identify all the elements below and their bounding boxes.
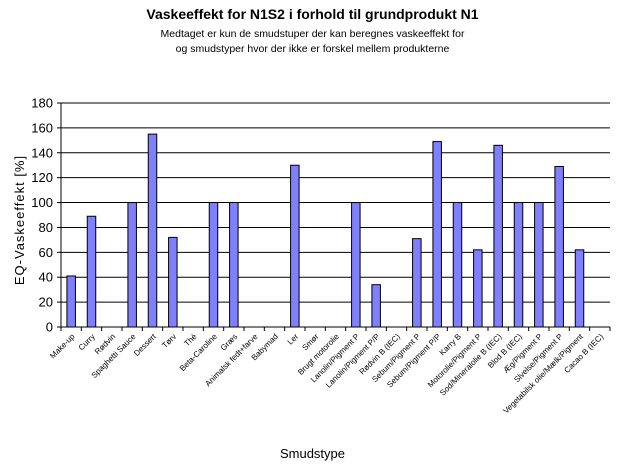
y-tick-label: 160: [31, 120, 53, 135]
y-tick-label: 80: [39, 220, 53, 235]
bar: [351, 202, 361, 328]
x-axis-title: Smudstype: [279, 446, 346, 461]
bar: [168, 236, 178, 328]
y-tick-label: 60: [39, 245, 53, 260]
bar: [66, 275, 76, 328]
y-tick-label: 20: [39, 295, 53, 310]
y-tick-label: 140: [31, 145, 53, 160]
bar: [371, 284, 381, 328]
bar: [412, 238, 422, 328]
chart-subtitle-line-1: Medtaget er kun de smudstuper der kan be…: [160, 28, 465, 40]
bar: [208, 202, 219, 328]
bar: [86, 215, 97, 328]
y-axis-title: EQ-Vaskeeffekt [%]: [12, 154, 27, 286]
x-tick-label: Ler: [286, 332, 301, 347]
chart-title: Vaskeeffekt for N1S2 i forhold til grund…: [146, 6, 479, 22]
y-tick-label: 180: [31, 96, 53, 111]
bar: [147, 133, 158, 328]
bar: [574, 249, 585, 328]
bar: [452, 202, 463, 328]
bar: [229, 202, 239, 328]
y-tick-label: 0: [46, 320, 53, 335]
plot-area: [61, 103, 610, 327]
bar: [513, 202, 524, 328]
chart-subtitle-line-2: og smudstyper hvor der ikke er forskel m…: [175, 43, 450, 55]
x-tick-label: Dessert: [132, 332, 158, 358]
bar: [554, 165, 564, 328]
y-tick-label: 120: [31, 170, 53, 185]
bar: [127, 202, 137, 328]
x-tick-label: Tørv: [160, 332, 178, 350]
y-tick-label: 40: [39, 270, 53, 285]
x-tick-label: Beta-Caroline: [178, 332, 219, 373]
bar: [493, 144, 503, 328]
bar: [290, 164, 300, 328]
x-tick-label: Make-up: [48, 332, 77, 361]
x-tick-label: Thé: [182, 332, 199, 349]
bar: [432, 141, 442, 328]
y-tick-label: 100: [31, 195, 53, 210]
bar: [534, 202, 544, 328]
bar: [473, 249, 483, 328]
